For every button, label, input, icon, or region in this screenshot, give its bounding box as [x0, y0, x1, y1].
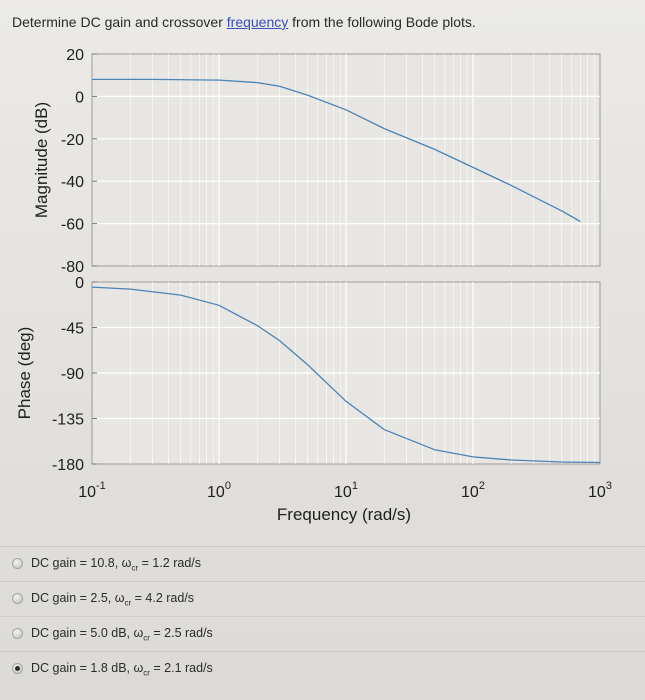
- question-text: Determine DC gain and crossover frequenc…: [12, 14, 476, 30]
- frequency-axis-label: Frequency (rad/s): [277, 505, 411, 524]
- magnitude-axis-label: Magnitude (dB): [32, 102, 51, 218]
- answer-option-label: DC gain = 5.0 dB, ωcr = 2.5 rad/s: [31, 626, 213, 643]
- phase-axis-label: Phase (deg): [15, 327, 34, 420]
- magnitude-tick-labels: 20 0 -20 -40 -60 -80: [61, 47, 84, 276]
- phase-curve: [91, 286, 601, 464]
- magnitude-tick-label: 0: [75, 89, 84, 106]
- phase-tick-label: -180: [52, 457, 84, 474]
- phase-tick-label: -90: [61, 366, 84, 383]
- answer-option-2[interactable]: DC gain = 2.5, ωcr = 4.2 rad/s: [0, 581, 645, 616]
- magnitude-tick-label: -40: [61, 174, 84, 191]
- magnitude-tick-label: 20: [66, 47, 84, 64]
- answer-option-label: DC gain = 2.5, ωcr = 4.2 rad/s: [31, 591, 195, 608]
- phase-plot: 0 -45 -90 -135 -180 Phase (deg): [15, 275, 601, 474]
- frequency-tick-label: 10-1: [78, 480, 106, 501]
- phase-tick-label: -135: [52, 412, 84, 429]
- magnitude-curve: [92, 78, 581, 223]
- magnitude-grid: [92, 53, 600, 267]
- magnitude-tick-label: -20: [61, 132, 84, 149]
- question-text-end: from the following Bode plots.: [288, 14, 476, 30]
- frequency-tick-label: 102: [461, 480, 485, 501]
- radio-button[interactable]: [12, 593, 23, 604]
- answer-option-1[interactable]: DC gain = 10.8, ωcr = 1.2 rad/s: [0, 546, 645, 581]
- radio-button[interactable]: [12, 628, 23, 639]
- phase-tick-label: 0: [75, 275, 84, 292]
- frequency-link[interactable]: frequency: [226, 14, 289, 30]
- radio-button[interactable]: [12, 558, 23, 569]
- bode-plot: 20 0 -20 -40 -60 -80 Magnitude (dB) 0 -45 -90 -1…: [15, 47, 612, 524]
- answer-option-label: DC gain = 10.8, ωcr = 1.2 rad/s: [31, 556, 202, 573]
- answer-option-4[interactable]: DC gain = 1.8 dB, ωcr = 2.1 rad/s: [0, 651, 645, 686]
- answer-options: DC gain = 10.8, ωcr = 1.2 rad/s DC gain …: [0, 546, 645, 686]
- answer-option-3[interactable]: DC gain = 5.0 dB, ωcr = 2.5 rad/s: [0, 616, 645, 651]
- phase-tick-label: -45: [61, 321, 84, 338]
- frequency-tick-labels: 10-1 100 101 102 103: [78, 480, 612, 501]
- answer-option-label: DC gain = 1.8 dB, ωcr = 2.1 rad/s: [31, 661, 213, 678]
- radio-button[interactable]: [12, 663, 23, 674]
- magnitude-plot: 20 0 -20 -40 -60 -80 Magnitude (dB): [32, 47, 601, 276]
- phase-tick-labels: 0 -45 -90 -135 -180: [52, 275, 84, 474]
- frequency-tick-label: 103: [588, 480, 612, 501]
- magnitude-tick-label: -80: [61, 259, 84, 276]
- magnitude-tick-label: -60: [61, 217, 84, 234]
- frequency-tick-label: 100: [207, 480, 231, 501]
- phase-grid: [92, 281, 600, 465]
- frequency-tick-label: 101: [334, 480, 358, 501]
- question-text-start: Determine DC gain and crossover: [12, 14, 227, 30]
